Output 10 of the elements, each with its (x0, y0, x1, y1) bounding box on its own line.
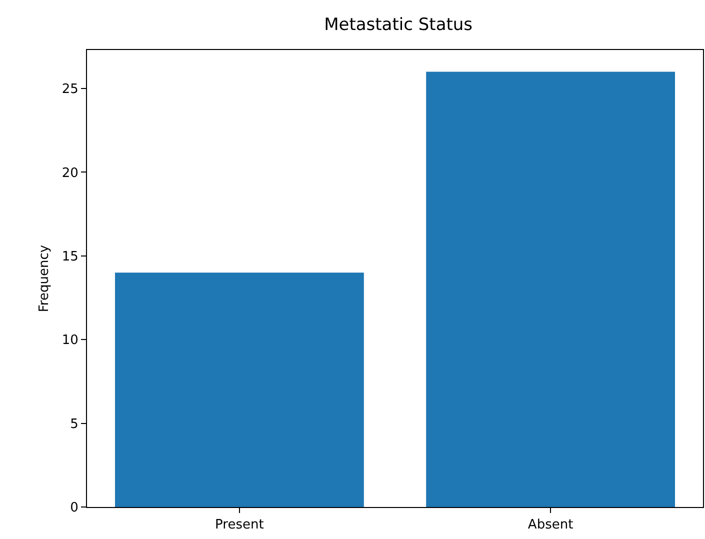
y-tick-label: 10 (62, 333, 78, 348)
chart-title: Metastatic Status (324, 15, 473, 36)
y-tick-label: 25 (62, 82, 78, 98)
x-tick-label: Present (215, 518, 264, 533)
y-tick-label: 20 (62, 166, 78, 181)
y-tick-label: 5 (70, 416, 78, 432)
y-tick-label: 15 (62, 249, 78, 264)
x-tick-label: Absent (528, 518, 574, 533)
y-axis-title: Frequency (36, 244, 52, 312)
y-tick-label: 0 (70, 500, 78, 516)
